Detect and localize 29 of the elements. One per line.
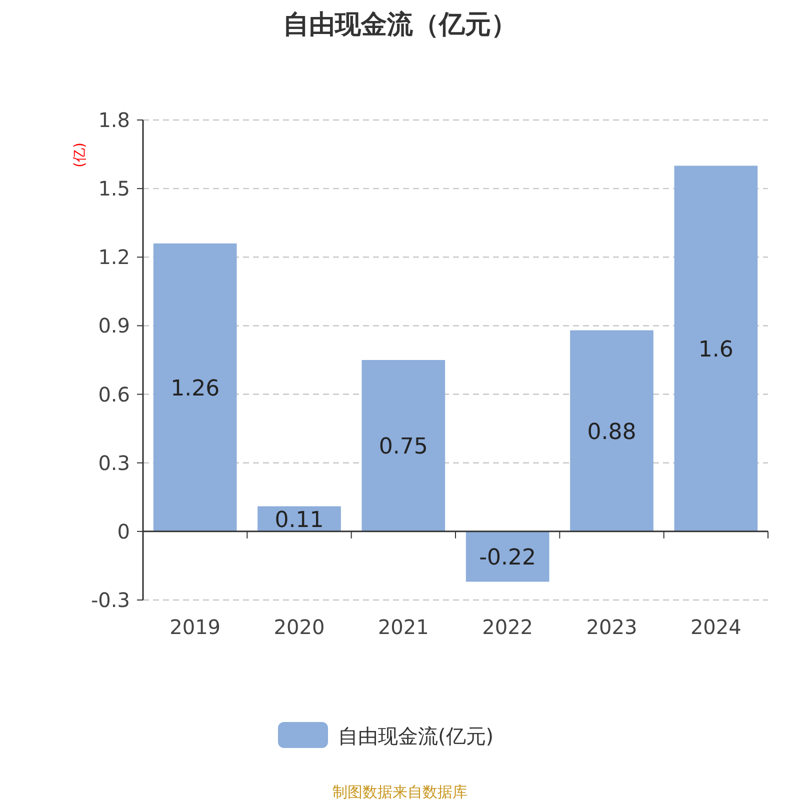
x-tick-label: 2023 bbox=[586, 615, 638, 639]
data-label: 0.88 bbox=[587, 420, 636, 445]
x-tick-label: 2019 bbox=[170, 615, 221, 639]
y-tick-label: 0.9 bbox=[98, 314, 130, 338]
y-tick-label: 0 bbox=[117, 519, 130, 544]
x-tick-label: 2021 bbox=[378, 615, 429, 639]
x-tick-label: 2022 bbox=[482, 615, 534, 639]
y-tick-label: 1.2 bbox=[98, 245, 130, 270]
data-label: 0.75 bbox=[378, 434, 428, 460]
chart-title: 自由现金流（亿元） bbox=[283, 10, 517, 40]
y-tick-label: 1.8 bbox=[98, 108, 130, 132]
y-tick-label: 0.6 bbox=[98, 382, 130, 406]
bar bbox=[466, 531, 550, 582]
y-tick-label: -0.3 bbox=[90, 588, 130, 612]
y-tick-label: 0.3 bbox=[98, 450, 130, 475]
data-label: -0.22 bbox=[479, 546, 536, 571]
y-tick-label: 1.5 bbox=[98, 176, 130, 201]
bar bbox=[674, 166, 758, 532]
text: 制图数据来自数据库 bbox=[332, 783, 468, 800]
x-tick-label: 2020 bbox=[274, 615, 325, 639]
bar bbox=[570, 330, 654, 532]
data-label: 1.6 bbox=[698, 338, 734, 363]
x-tick-label: 2024 bbox=[690, 615, 742, 639]
bar bbox=[362, 360, 446, 532]
legend-label: 自由现金流(亿元) bbox=[338, 724, 494, 748]
bar bbox=[153, 243, 237, 532]
data-label: 0.11 bbox=[274, 508, 324, 533]
data-label: 1.26 bbox=[170, 376, 220, 402]
y-axis-title: (亿) bbox=[72, 142, 88, 168]
